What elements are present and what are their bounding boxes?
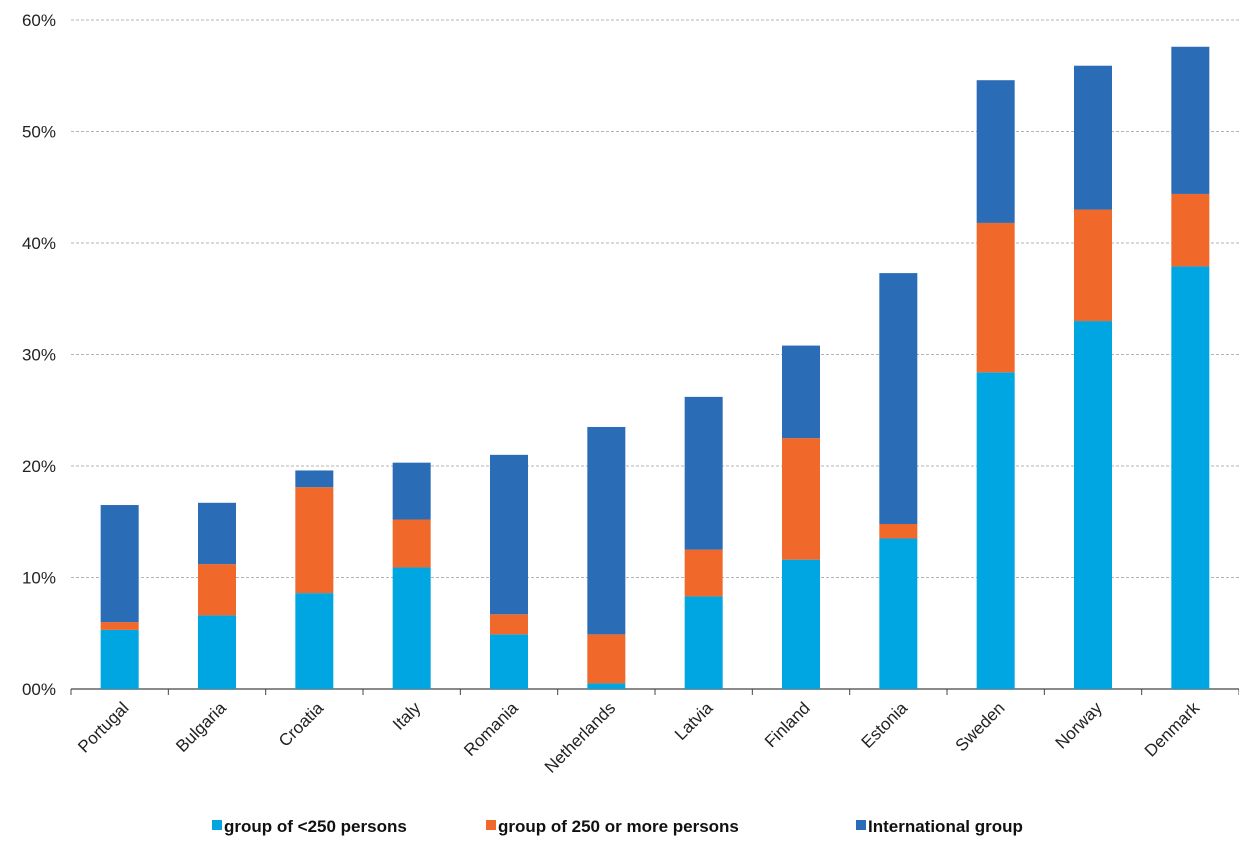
bar-segment <box>100 622 139 630</box>
x-tick-label: Portugal <box>74 698 132 756</box>
gridlines <box>71 19 1239 578</box>
bar-segment <box>879 523 918 539</box>
x-tick-label: Latvia <box>671 698 717 744</box>
x-axis <box>70 688 1239 695</box>
y-axis-ticks: 00% 10% 20% 30% 40% 50% 60% <box>22 11 56 699</box>
x-tick-label: Estonia <box>858 698 912 752</box>
x-tick-label: Denmark <box>1141 698 1204 761</box>
bar-segment <box>392 567 431 689</box>
bar-segment <box>198 564 236 616</box>
bar-segment <box>782 345 820 439</box>
bar-segment <box>782 559 820 689</box>
bar-segment <box>976 372 1015 689</box>
bar-segment <box>684 396 723 550</box>
bar-segment <box>587 426 626 635</box>
x-tick-label: Sweden <box>952 698 1009 755</box>
legend-swatch <box>856 820 866 830</box>
x-tick-label: Romania <box>460 698 522 760</box>
bar-segment <box>490 454 528 615</box>
bars <box>100 46 1210 689</box>
bar-segment <box>100 505 139 623</box>
bar-segment <box>587 683 626 689</box>
bar-segment <box>490 614 528 635</box>
bar-segment <box>1074 321 1112 689</box>
bar-segment <box>587 634 626 684</box>
legend: group of <250 persons group of 250 or mor… <box>212 817 1023 836</box>
bar-segment <box>684 549 723 597</box>
x-tick-label: Norway <box>1052 698 1107 753</box>
bar-segment <box>295 487 334 594</box>
y-tick-label: 00% <box>22 680 56 699</box>
bar-segment <box>490 634 528 689</box>
y-tick-label: 60% <box>22 11 56 30</box>
bar-segment <box>392 462 431 520</box>
y-tick-label: 20% <box>22 457 56 476</box>
bar-segment <box>1074 65 1112 210</box>
legend-label: group of 250 or more persons <box>498 817 739 836</box>
y-tick-label: 30% <box>22 346 56 365</box>
legend-label: International group <box>868 817 1023 836</box>
bar-segment <box>782 438 820 560</box>
legend-swatch <box>486 820 496 830</box>
bar-segment <box>976 222 1015 373</box>
bar-segment <box>295 593 334 689</box>
bar-segment <box>1171 46 1210 194</box>
bar-segment <box>100 629 139 689</box>
bar-segment <box>198 615 236 689</box>
bar-segment <box>879 538 918 689</box>
y-tick-label: 50% <box>22 123 56 142</box>
legend-label: group of <250 persons <box>224 817 407 836</box>
bar-segment <box>295 470 334 488</box>
x-axis-ticks: Portugal Bulgaria Croatia Italy Romania Nethe… <box>74 698 1203 777</box>
x-tick-label: Finland <box>761 698 814 751</box>
x-tick-label: Croatia <box>275 698 328 751</box>
bar-segment <box>1171 266 1210 689</box>
x-tick-label: Italy <box>389 698 425 734</box>
bar-segment <box>1074 209 1112 322</box>
y-tick-label: 10% <box>22 569 56 588</box>
bar-segment <box>198 502 236 565</box>
y-tick-label: 40% <box>22 234 56 253</box>
x-tick-label: Bulgaria <box>172 698 230 756</box>
bar-segment <box>1171 193 1210 267</box>
bar-segment <box>684 596 723 689</box>
bar-segment <box>392 519 431 568</box>
legend-swatch <box>212 820 222 830</box>
bar-segment <box>879 273 918 524</box>
x-tick-label: Netherlands <box>541 698 619 776</box>
bar-segment <box>976 80 1015 223</box>
